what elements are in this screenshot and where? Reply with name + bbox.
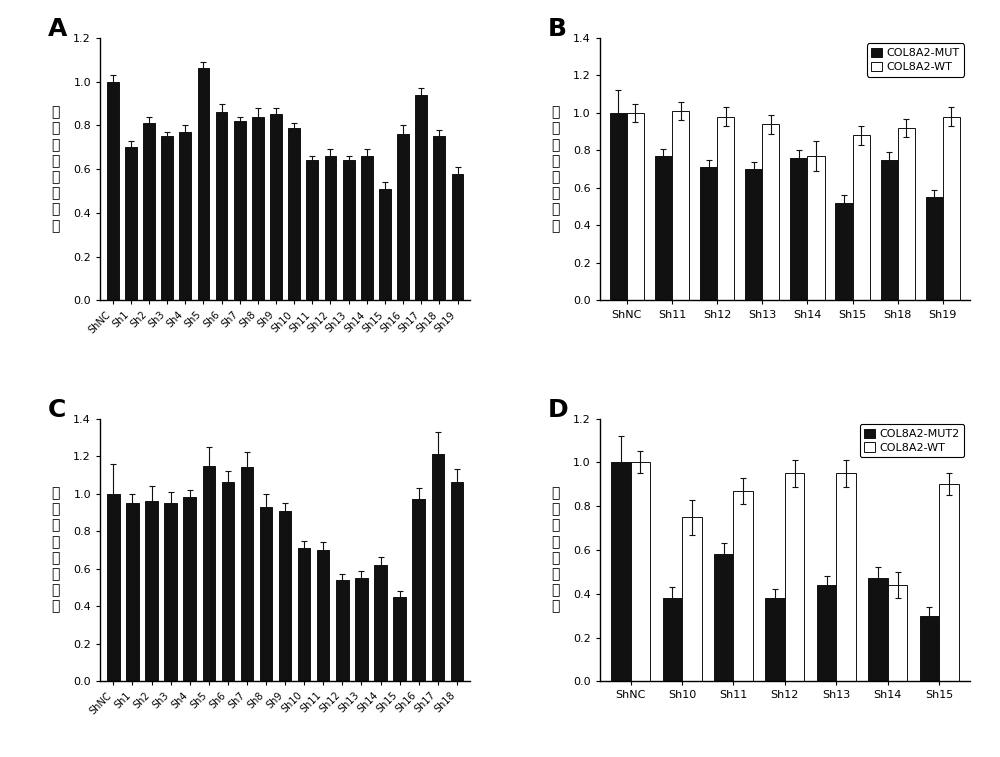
Text: B: B	[548, 17, 567, 41]
Bar	[374, 565, 387, 681]
Bar	[655, 156, 672, 301]
Bar	[298, 548, 310, 681]
Bar	[270, 114, 282, 301]
Text: 相
对
荪
光
素
酵
活
性: 相 对 荪 光 素 酵 活 性	[51, 105, 60, 233]
Bar	[943, 117, 960, 301]
Bar	[631, 463, 650, 681]
Bar	[306, 160, 318, 301]
Bar	[717, 117, 734, 301]
Bar	[222, 482, 234, 681]
Bar	[451, 482, 463, 681]
Bar	[143, 123, 155, 301]
Bar	[817, 585, 836, 681]
Bar	[762, 124, 779, 301]
Bar	[252, 117, 264, 301]
Bar	[627, 113, 644, 301]
Bar	[881, 160, 898, 301]
Bar	[107, 494, 120, 681]
Bar	[412, 500, 425, 681]
Bar	[361, 156, 373, 301]
Bar	[179, 132, 191, 301]
Bar	[288, 128, 300, 301]
Bar	[397, 134, 409, 301]
Bar	[672, 111, 689, 301]
Bar	[926, 198, 943, 301]
Bar	[203, 466, 215, 681]
Bar	[234, 121, 246, 301]
Bar	[125, 148, 137, 301]
Bar	[379, 188, 391, 301]
Bar	[216, 112, 227, 301]
Text: 相
对
荪
光
素
酵
活
性: 相 对 荪 光 素 酵 活 性	[51, 486, 60, 614]
Bar	[343, 160, 355, 301]
Bar	[663, 598, 682, 681]
Bar	[898, 128, 915, 301]
Bar	[853, 136, 870, 301]
Bar	[260, 507, 272, 681]
Bar	[432, 454, 444, 681]
Text: 相
对
荪
光
素
酵
活
性: 相 对 荪 光 素 酵 活 性	[551, 486, 560, 614]
Bar	[452, 173, 463, 301]
Bar	[183, 497, 196, 681]
Legend: COL8A2-MUT, COL8A2-WT: COL8A2-MUT, COL8A2-WT	[867, 43, 964, 76]
Bar	[610, 113, 627, 301]
Bar	[714, 554, 733, 681]
Bar	[355, 578, 368, 681]
Bar	[611, 463, 631, 681]
Bar	[145, 501, 158, 681]
Bar	[161, 136, 173, 301]
Bar	[241, 467, 253, 681]
Bar	[939, 484, 959, 681]
Bar	[790, 158, 807, 301]
Bar	[107, 82, 119, 301]
Text: C: C	[48, 397, 67, 422]
Bar	[785, 473, 804, 681]
Bar	[433, 136, 445, 301]
Bar	[836, 473, 856, 681]
Bar	[682, 517, 702, 681]
Bar	[325, 156, 336, 301]
Bar	[745, 169, 762, 301]
Bar	[279, 510, 291, 681]
Bar	[317, 550, 329, 681]
Bar	[393, 597, 406, 681]
Bar	[868, 578, 888, 681]
Bar	[336, 580, 349, 681]
Bar	[733, 491, 753, 681]
Bar	[164, 503, 177, 681]
Bar	[700, 167, 717, 301]
Bar	[807, 156, 825, 301]
Bar	[888, 585, 907, 681]
Bar	[835, 203, 853, 301]
Bar	[198, 68, 209, 301]
Bar	[415, 95, 427, 301]
Legend: COL8A2-MUT2, COL8A2-WT: COL8A2-MUT2, COL8A2-WT	[860, 424, 964, 457]
Text: 相
对
荪
光
素
酵
活
性: 相 对 荪 光 素 酵 活 性	[551, 105, 560, 233]
Text: D: D	[548, 397, 569, 422]
Bar	[126, 503, 139, 681]
Bar	[765, 598, 785, 681]
Text: A: A	[48, 17, 68, 41]
Bar	[920, 615, 939, 681]
